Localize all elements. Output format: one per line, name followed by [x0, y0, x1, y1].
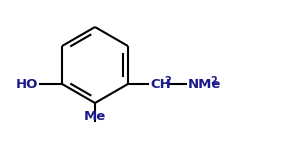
- Text: 2: 2: [210, 76, 217, 86]
- Text: NMe: NMe: [188, 78, 221, 91]
- Text: HO: HO: [16, 78, 38, 91]
- Text: CH: CH: [150, 78, 171, 91]
- Text: 2: 2: [164, 76, 171, 86]
- Text: Me: Me: [84, 110, 106, 123]
